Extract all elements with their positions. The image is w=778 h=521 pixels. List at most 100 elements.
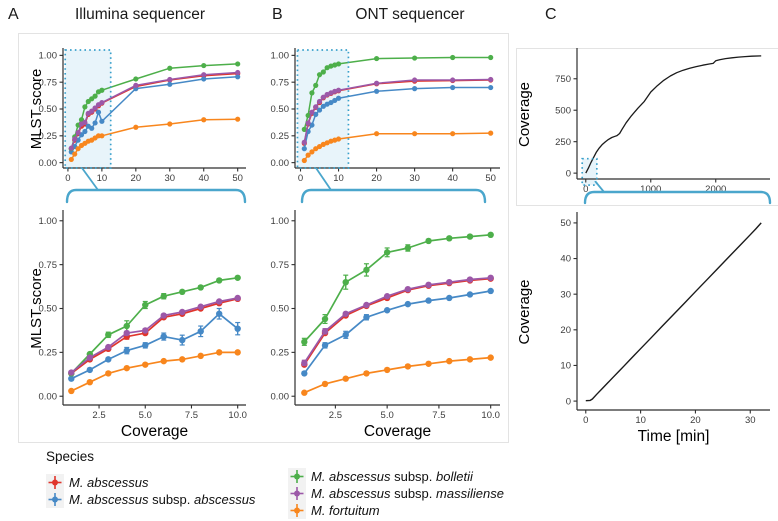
legend-key-red bbox=[46, 474, 64, 491]
zoom-highlight-fill bbox=[582, 158, 597, 186]
svg-text:500: 500 bbox=[555, 105, 571, 116]
svg-text:40: 40 bbox=[560, 254, 571, 265]
svg-text:10: 10 bbox=[333, 173, 344, 184]
legend-label: M. abscessus subsp. massiliense bbox=[311, 486, 504, 501]
panel-title-ont: ONT sequencer bbox=[355, 6, 465, 23]
legend-column-1: M. abscessus M. abscessus subsp. abscessu… bbox=[46, 474, 255, 508]
svg-text:0.75: 0.75 bbox=[39, 260, 58, 271]
svg-text:0.50: 0.50 bbox=[39, 104, 58, 115]
svg-text:0: 0 bbox=[583, 415, 588, 426]
x-axis-label: Coverage bbox=[364, 423, 431, 440]
svg-text:20: 20 bbox=[690, 415, 701, 426]
svg-text:10.0: 10.0 bbox=[228, 410, 247, 421]
svg-text:1000: 1000 bbox=[640, 184, 661, 192]
panel-letter-c: C bbox=[545, 6, 557, 23]
chart-ont-overview: 0.00 0.25 0.50 0.75 1.00 0 10 20 30 40 50 bbox=[262, 40, 514, 190]
panel-frame-ab bbox=[18, 33, 509, 443]
svg-text:2.5: 2.5 bbox=[329, 410, 342, 421]
tick-labels: 0 250 500 750 0 1000 2000 bbox=[555, 74, 726, 192]
legend-label: M. abscessus subsp. abscessus bbox=[69, 492, 256, 507]
series-red bbox=[301, 275, 494, 368]
chart-svg-c-top: 0 250 500 750 0 1000 2000 Coverage bbox=[518, 48, 770, 192]
series-purple bbox=[301, 274, 494, 367]
legend-entry-orange: M. fortuitum bbox=[288, 502, 504, 519]
x-axis-label: Time [min] bbox=[638, 428, 710, 445]
svg-text:0: 0 bbox=[583, 184, 588, 192]
legend-entry-red: M. abscessus bbox=[46, 474, 255, 491]
svg-text:0.75: 0.75 bbox=[271, 77, 290, 88]
legend-label: M. abscessus subsp. bolletii bbox=[311, 469, 473, 484]
legend-entry-blue: M. abscessus subsp. abscessus bbox=[46, 491, 255, 508]
chart-coverage-overview: 0 250 500 750 0 1000 2000 Coverage bbox=[518, 42, 776, 192]
series-blue bbox=[301, 84, 494, 152]
svg-text:40: 40 bbox=[447, 173, 458, 184]
svg-text:0: 0 bbox=[65, 173, 70, 184]
y-axis-label: Coverage bbox=[518, 82, 533, 147]
svg-text:1.00: 1.00 bbox=[271, 216, 290, 227]
svg-text:2.5: 2.5 bbox=[92, 410, 105, 421]
tick-labels: 0.00 0.25 0.50 0.75 1.00 0 10 20 30 40 50 bbox=[271, 51, 496, 184]
axes bbox=[576, 48, 770, 180]
series-purple bbox=[301, 76, 494, 145]
svg-text:1.00: 1.00 bbox=[39, 51, 58, 62]
legend-entry-purple: M. abscessus subsp. massiliense bbox=[288, 485, 504, 502]
x-axis-label: Coverage bbox=[121, 423, 188, 440]
svg-text:10: 10 bbox=[560, 361, 571, 372]
chart-illumina-overview: 0.00 0.25 0.50 0.75 1.00 0 10 20 30 40 50 MLST scor… bbox=[30, 40, 258, 190]
panel-frame-c-top bbox=[516, 48, 778, 206]
legend-column-2: M. abscessus subsp. bolletii M. abscessus… bbox=[288, 468, 504, 519]
series-purple bbox=[68, 69, 241, 151]
series-blue bbox=[301, 287, 494, 377]
svg-text:0.00: 0.00 bbox=[271, 158, 290, 169]
axes bbox=[294, 210, 500, 406]
svg-text:0: 0 bbox=[566, 168, 571, 179]
series-orange bbox=[68, 349, 241, 395]
axes bbox=[62, 210, 246, 406]
svg-text:30: 30 bbox=[745, 415, 756, 426]
svg-text:5.0: 5.0 bbox=[381, 410, 394, 421]
svg-text:0.00: 0.00 bbox=[271, 391, 290, 402]
svg-text:7.5: 7.5 bbox=[432, 410, 445, 421]
svg-text:0.25: 0.25 bbox=[39, 348, 58, 359]
svg-text:10: 10 bbox=[635, 415, 646, 426]
svg-text:0.75: 0.75 bbox=[39, 77, 58, 88]
series-green bbox=[301, 54, 494, 132]
y-axis-label: MLST score bbox=[30, 69, 45, 150]
svg-text:2000: 2000 bbox=[705, 184, 726, 192]
chart-svg-a-bottom: 0.00 0.25 0.50 0.75 1.00 2.5 5.0 7.5 10.0 MLST sc… bbox=[30, 210, 247, 440]
svg-text:0.50: 0.50 bbox=[271, 304, 290, 315]
svg-text:0.00: 0.00 bbox=[39, 391, 58, 402]
svg-text:750: 750 bbox=[555, 74, 571, 85]
chart-coverage-zoom: 0 10 20 30 40 50 0 10 20 30 Coverage Time [min] bbox=[518, 208, 776, 455]
svg-text:1.00: 1.00 bbox=[39, 216, 58, 227]
series-orange bbox=[301, 130, 494, 164]
svg-text:20: 20 bbox=[131, 173, 142, 184]
zoom-highlight-border bbox=[581, 157, 598, 186]
panel-letter-b: B bbox=[272, 6, 283, 23]
legend-key-orange bbox=[288, 502, 306, 519]
tick-labels: 0.00 0.25 0.50 0.75 1.00 2.5 5.0 7.5 10.0 bbox=[39, 216, 247, 421]
chart-svg-a-top: 0.00 0.25 0.50 0.75 1.00 0 10 20 30 40 50 MLST scor… bbox=[30, 48, 246, 184]
legend-key-purple bbox=[288, 485, 306, 502]
chart-svg-b-top: 0.00 0.25 0.50 0.75 1.00 0 10 20 30 40 50 bbox=[271, 48, 500, 184]
series-purple bbox=[68, 294, 241, 376]
svg-text:5.0: 5.0 bbox=[139, 410, 152, 421]
panel-title-illumina: Illumina sequencer bbox=[74, 6, 206, 23]
tick-labels: 0.00 0.25 0.50 0.75 1.00 0 10 20 30 40 50 bbox=[39, 51, 243, 184]
svg-text:30: 30 bbox=[409, 173, 420, 184]
legend-label: M. abscessus bbox=[69, 475, 149, 490]
svg-text:7.5: 7.5 bbox=[185, 410, 198, 421]
zoom-highlight-border bbox=[296, 49, 350, 169]
y-axis-label: MLST score bbox=[30, 268, 45, 349]
svg-text:0.25: 0.25 bbox=[271, 348, 290, 359]
legend-label: M. fortuitum bbox=[311, 503, 380, 518]
svg-text:30: 30 bbox=[164, 173, 175, 184]
svg-text:0: 0 bbox=[566, 396, 571, 407]
svg-text:0.75: 0.75 bbox=[271, 260, 290, 271]
svg-text:30: 30 bbox=[560, 289, 571, 300]
series-orange bbox=[68, 116, 241, 163]
legend-title: Species bbox=[46, 449, 95, 464]
chart-svg-c-bottom: 0 10 20 30 40 50 0 10 20 30 Coverage Time [min] bbox=[518, 212, 770, 445]
svg-text:50: 50 bbox=[485, 173, 496, 184]
